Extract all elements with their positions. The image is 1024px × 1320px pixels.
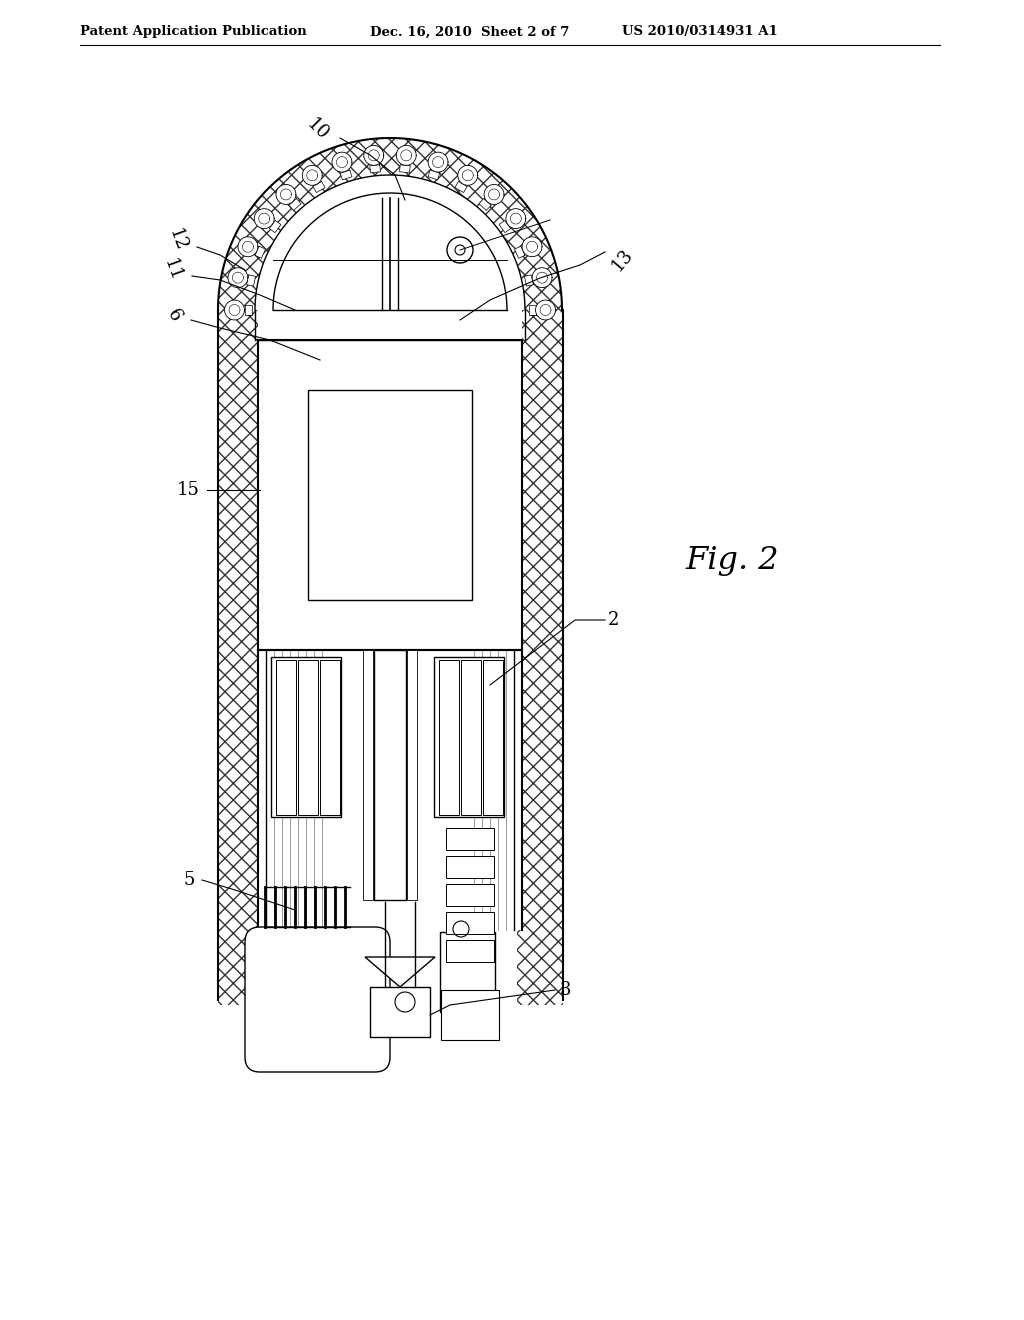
Bar xyxy=(374,649,406,900)
Bar xyxy=(446,855,494,878)
Polygon shape xyxy=(506,209,525,228)
Bar xyxy=(298,660,318,814)
Polygon shape xyxy=(313,181,325,193)
Polygon shape xyxy=(514,247,525,259)
Polygon shape xyxy=(238,236,258,256)
Bar xyxy=(446,940,494,962)
Text: 6: 6 xyxy=(164,305,185,325)
Bar xyxy=(439,660,459,814)
Bar xyxy=(461,660,481,814)
Text: Dec. 16, 2010  Sheet 2 of 7: Dec. 16, 2010 Sheet 2 of 7 xyxy=(370,25,569,38)
Bar xyxy=(446,884,494,906)
Polygon shape xyxy=(455,181,467,193)
Text: 10: 10 xyxy=(303,116,332,144)
Bar xyxy=(271,657,341,817)
Polygon shape xyxy=(245,305,252,315)
Bar xyxy=(258,341,522,649)
Polygon shape xyxy=(340,170,352,180)
Polygon shape xyxy=(524,275,534,286)
Bar xyxy=(407,649,417,900)
Polygon shape xyxy=(536,300,555,319)
Polygon shape xyxy=(302,165,323,185)
Polygon shape xyxy=(276,185,296,205)
Polygon shape xyxy=(396,145,416,165)
Polygon shape xyxy=(458,165,478,185)
Polygon shape xyxy=(399,165,411,173)
Polygon shape xyxy=(528,305,536,315)
Text: 3: 3 xyxy=(560,981,571,999)
Bar xyxy=(218,931,263,1005)
Polygon shape xyxy=(532,268,552,288)
Polygon shape xyxy=(224,300,245,319)
Text: Patent Application Publication: Patent Application Publication xyxy=(80,25,307,38)
Polygon shape xyxy=(365,957,435,987)
Bar xyxy=(440,932,495,1012)
Polygon shape xyxy=(247,275,256,286)
Polygon shape xyxy=(390,139,562,310)
Bar xyxy=(483,660,503,814)
Polygon shape xyxy=(332,152,352,172)
Text: Fig. 2: Fig. 2 xyxy=(685,544,778,576)
Polygon shape xyxy=(428,152,449,172)
Text: 5: 5 xyxy=(183,871,195,888)
Text: 13: 13 xyxy=(608,246,637,275)
Bar xyxy=(434,657,504,817)
Polygon shape xyxy=(428,170,439,180)
Bar xyxy=(319,660,340,814)
Bar xyxy=(276,660,296,814)
Bar xyxy=(446,912,494,935)
FancyBboxPatch shape xyxy=(245,927,390,1072)
Bar xyxy=(441,990,499,1040)
Polygon shape xyxy=(522,236,542,256)
Bar xyxy=(308,389,472,601)
Polygon shape xyxy=(364,145,384,165)
Polygon shape xyxy=(370,165,381,173)
Polygon shape xyxy=(289,198,301,210)
Polygon shape xyxy=(479,198,492,210)
Bar xyxy=(370,987,430,1038)
Text: 11: 11 xyxy=(160,256,185,284)
Text: US 2010/0314931 A1: US 2010/0314931 A1 xyxy=(622,25,778,38)
Polygon shape xyxy=(254,209,274,228)
Polygon shape xyxy=(228,268,248,288)
Bar xyxy=(522,310,563,931)
Text: 12: 12 xyxy=(165,226,190,253)
Polygon shape xyxy=(255,247,265,259)
Polygon shape xyxy=(218,139,390,310)
Text: 15: 15 xyxy=(177,480,200,499)
Polygon shape xyxy=(218,139,562,310)
Text: 2: 2 xyxy=(608,611,620,630)
Polygon shape xyxy=(484,185,504,205)
Bar xyxy=(517,931,563,1005)
Bar xyxy=(362,649,373,900)
Bar xyxy=(218,310,258,931)
Polygon shape xyxy=(499,220,511,232)
Bar xyxy=(446,828,494,850)
Polygon shape xyxy=(269,220,281,232)
